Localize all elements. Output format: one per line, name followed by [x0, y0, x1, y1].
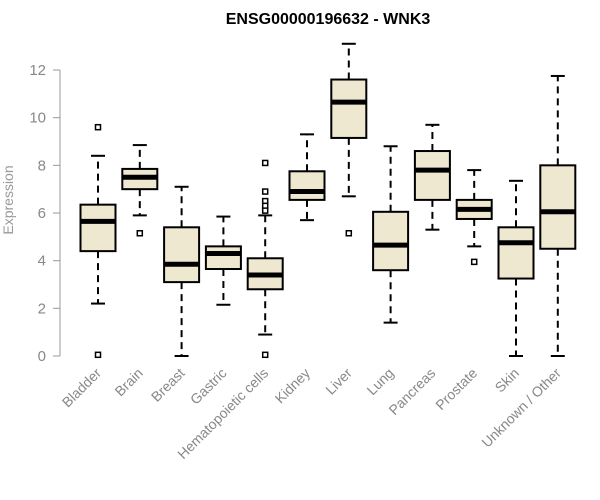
iqr-box: [497, 226, 535, 280]
box-liver: [330, 42, 368, 237]
outlier-point: [94, 123, 102, 131]
x-tick-label: Brain: [111, 365, 145, 399]
iqr-box: [413, 150, 451, 201]
box-hematopoietic-cells: [246, 159, 284, 359]
iqr-box: [204, 245, 242, 271]
box-kidney: [288, 133, 326, 222]
outlier-point: [261, 207, 269, 214]
y-axis-label: Expression: [0, 165, 16, 234]
x-tick-label: Bladder: [59, 365, 105, 411]
outlier-point: [136, 230, 144, 237]
box-pancreas: [413, 123, 451, 231]
outlier-point: [261, 351, 269, 359]
y-tick-label: 6: [38, 205, 46, 222]
x-tick-label: Prostate: [432, 365, 480, 413]
outlier-point: [261, 188, 269, 195]
x-tick-label: Unknown / Other: [478, 365, 564, 451]
outlier-point: [345, 230, 353, 237]
box-skin: [497, 179, 535, 357]
iqr-box: [288, 170, 326, 201]
box-lung: [372, 145, 410, 324]
y-tick-label: 12: [29, 62, 46, 79]
iqr-box: [539, 164, 577, 250]
boxes-group: [79, 42, 577, 359]
x-tick-label: Liver: [322, 365, 355, 398]
iqr-box: [79, 203, 117, 253]
box-brain: [121, 144, 159, 237]
y-tick-label: 4: [38, 253, 46, 270]
y-tick-label: 10: [29, 110, 46, 127]
x-tick-label: Kidney: [272, 365, 314, 407]
y-axis: 0 2 4 6 8 10 12: [29, 62, 61, 365]
box-bladder: [79, 123, 117, 359]
outlier-point: [94, 351, 102, 359]
box-unknown-other: [539, 74, 577, 357]
x-tick-label: Skin: [492, 365, 523, 396]
x-tick-label: Breast: [148, 365, 188, 405]
iqr-box: [330, 78, 368, 139]
iqr-box: [372, 210, 410, 272]
outlier-point: [261, 159, 269, 167]
box-gastric: [204, 215, 242, 306]
y-tick-label: 8: [38, 157, 46, 174]
outlier-point: [470, 258, 478, 266]
x-tick-label: Lung: [363, 365, 396, 398]
y-tick-label: 2: [38, 300, 46, 317]
iqr-box: [163, 226, 201, 284]
box-breast: [163, 185, 201, 357]
box-prostate: [455, 169, 493, 266]
chart-title: ENSG00000196632 - WNK3: [226, 11, 431, 28]
y-tick-label: 0: [38, 348, 46, 365]
